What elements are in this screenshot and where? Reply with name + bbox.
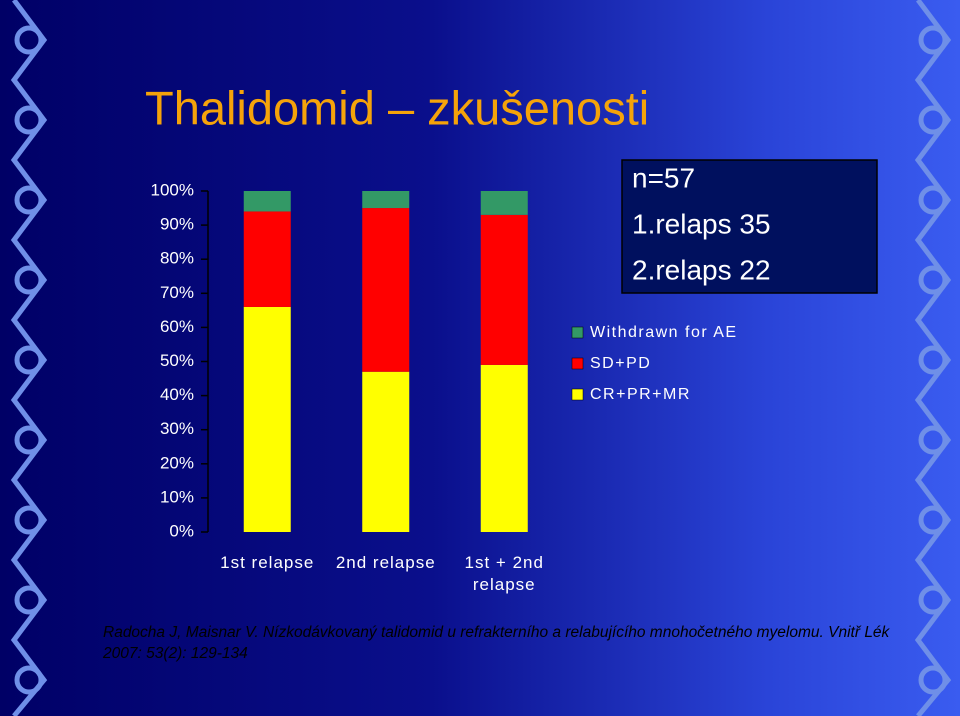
legend-swatch	[571, 357, 584, 370]
annotation: 2.relaps 22	[632, 254, 771, 285]
y-tick-label: 30%	[160, 419, 194, 438]
x-tick-label: 1st + 2nd relapse	[464, 553, 544, 594]
source-citation: Radocha J, Maisnar V. Nízkodávkovaný tal…	[103, 624, 890, 662]
y-tick-label: 90%	[160, 215, 194, 234]
y-tick-label: 80%	[160, 249, 194, 268]
y-tick-label: 70%	[160, 283, 194, 302]
legend-label: SD+PD	[590, 355, 651, 372]
bar-segment	[362, 371, 410, 532]
annotation: 1.relaps 35	[632, 208, 771, 239]
y-tick-label: 0%	[169, 521, 194, 540]
y-tick-label: 20%	[160, 453, 194, 472]
x-tick-label: 2nd relapse	[335, 553, 436, 572]
y-tick-label: 10%	[160, 487, 194, 506]
bar-segment	[243, 211, 291, 307]
bar-segment	[243, 306, 291, 532]
legend-swatch	[571, 326, 584, 339]
annotation: n=57	[632, 162, 695, 193]
y-tick-label: 50%	[160, 351, 194, 370]
bar-segment	[362, 191, 410, 209]
bar-segment	[480, 214, 528, 365]
chart-title: Thalidomid – zkušenosti	[145, 81, 649, 134]
bar-segment	[480, 364, 528, 532]
bar-segment	[243, 191, 291, 212]
y-tick-label: 100%	[151, 180, 194, 199]
annotation-box	[621, 159, 878, 294]
y-tick-label: 40%	[160, 385, 194, 404]
legend-label: Withdrawn for AE	[590, 324, 738, 341]
bar-segment	[362, 208, 410, 372]
legend-swatch	[571, 388, 584, 401]
y-tick-label: 60%	[160, 317, 194, 336]
legend-label: CR+PR+MR	[590, 386, 691, 403]
bar-segment	[480, 191, 528, 215]
decoration	[10, 0, 952, 716]
x-tick-label: 1st relapse	[220, 553, 315, 572]
